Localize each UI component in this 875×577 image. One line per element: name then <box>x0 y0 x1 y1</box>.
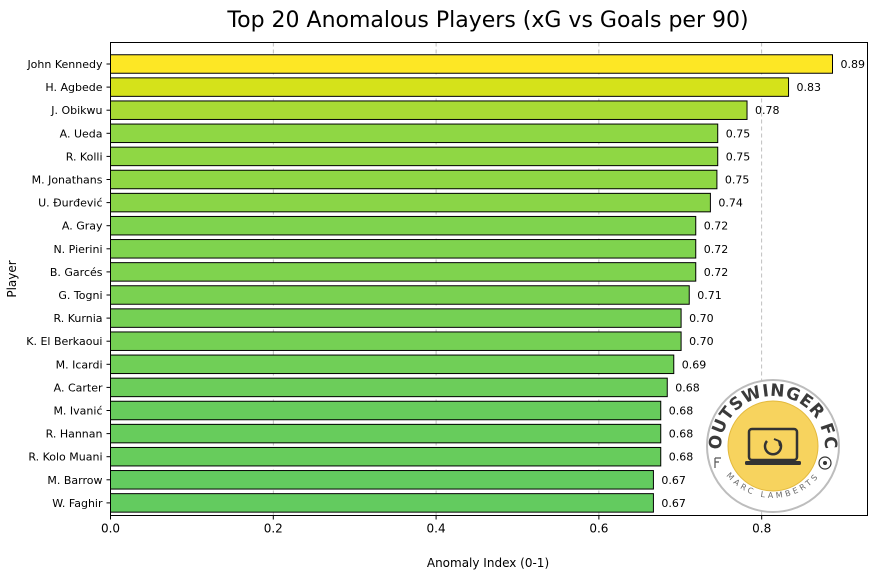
value-label: 0.67 <box>661 497 686 510</box>
value-label: 0.68 <box>669 405 694 418</box>
bar <box>110 123 719 144</box>
y-tick-label: M. Jonathans <box>32 174 103 187</box>
value-label: 0.69 <box>682 358 707 371</box>
bar <box>110 239 697 259</box>
bar <box>110 215 697 236</box>
y-tick-label: R. Hannan <box>46 428 103 441</box>
y-axis-label: Player <box>5 260 19 297</box>
value-label: 0.72 <box>704 220 729 233</box>
value-label: 0.72 <box>704 243 729 256</box>
value-label: 0.89 <box>840 58 865 71</box>
value-label: 0.75 <box>726 127 751 140</box>
x-tick-label: 0.8 <box>752 522 771 536</box>
value-label: 0.74 <box>718 197 743 210</box>
y-tick-label: U. Đurđević <box>38 197 102 210</box>
x-ticks: 0.0 0.2 0.4 0.6 0.8 <box>101 515 771 536</box>
value-label: 0.83 <box>797 81 822 94</box>
football-icon <box>818 456 832 470</box>
value-labels: 0.89 0.83 0.78 0.75 0.75 0.75 0.74 0.72 0.72 0.72… <box>661 58 865 510</box>
bar <box>110 192 711 213</box>
bar <box>110 331 682 351</box>
y-tick-label: M. Barrow <box>47 474 102 487</box>
bar <box>110 354 675 375</box>
value-label: 0.67 <box>661 474 686 487</box>
y-tick-label: J. Obikwu <box>50 104 102 117</box>
bar <box>110 77 790 97</box>
bar <box>110 285 690 305</box>
x-tick-label: 0.4 <box>427 522 446 536</box>
value-label: 0.70 <box>689 335 714 348</box>
bar <box>110 308 682 328</box>
y-tick-label: R. Kolli <box>66 150 103 163</box>
value-label: 0.68 <box>675 381 700 394</box>
value-label: 0.78 <box>755 104 780 117</box>
x-tick-label: 0.0 <box>101 522 120 536</box>
bar <box>110 423 662 444</box>
y-tick-label: R. Kurnia <box>54 312 103 325</box>
bar <box>110 54 833 74</box>
y-tick-label: H. Agbede <box>45 81 102 94</box>
logo-inner-disc-icon <box>727 400 819 492</box>
plot-frame <box>110 42 868 516</box>
y-tick-label: N. Pierini <box>53 243 102 256</box>
value-label: 0.71 <box>697 289 722 302</box>
bars-group <box>110 54 833 513</box>
x-tick-label: 0.6 <box>589 522 608 536</box>
y-tick-label: A. Gray <box>62 220 103 233</box>
value-label: 0.68 <box>669 428 694 441</box>
bar <box>110 169 718 190</box>
x-tick-label: 0.2 <box>264 522 283 536</box>
laptop-icon <box>745 427 801 465</box>
y-tick-label: G. Togni <box>58 289 102 302</box>
y-tick-label: M. Ivanić <box>53 405 102 418</box>
bar <box>110 100 748 120</box>
bar <box>110 262 697 282</box>
value-label: 0.75 <box>726 150 751 163</box>
bar <box>110 493 654 513</box>
y-tick-label: W. Faghir <box>52 497 103 510</box>
value-label: 0.68 <box>669 451 694 464</box>
bar <box>110 446 662 467</box>
chart-title: Top 20 Anomalous Players (xG vs Goals pe… <box>226 8 748 33</box>
y-tick-label: A. Ueda <box>60 127 103 140</box>
y-tick-label: K. El Berkaoui <box>26 335 102 348</box>
x-axis-label: Anomaly Index (0-1) <box>427 556 549 570</box>
value-label: 0.75 <box>725 174 750 187</box>
value-label: 0.72 <box>704 266 729 279</box>
bar <box>110 377 668 398</box>
y-tick-label: A. Carter <box>54 381 103 394</box>
bar <box>110 470 654 490</box>
y-tick-label: M. Icardi <box>56 358 103 371</box>
outswinger-fc-logo: OUTSWINGER FC MARC LAMBERTS <box>706 379 840 513</box>
value-label: 0.70 <box>689 312 714 325</box>
bar <box>110 146 719 167</box>
bar <box>110 400 662 421</box>
y-tick-label: John Kennedy <box>26 58 103 71</box>
y-tick-label: R. Kolo Muani <box>28 451 102 464</box>
y-tick-labels: John Kennedy H. Agbede J. Obikwu A. Ueda R. … <box>26 58 111 510</box>
y-tick-label: B. Garcés <box>50 266 103 279</box>
goal-post-icon <box>714 457 721 468</box>
